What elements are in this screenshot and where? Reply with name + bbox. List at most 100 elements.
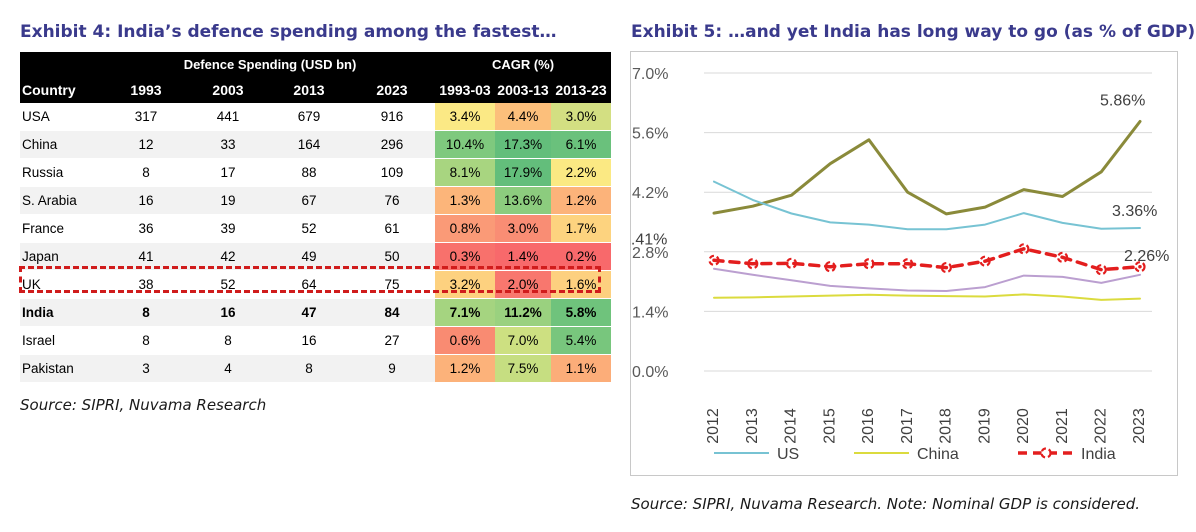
spending-cell: 39 — [220, 221, 236, 236]
cagr-cell: 6.1% — [551, 130, 612, 159]
country-cell: Russia — [22, 165, 64, 180]
spending-cell: 12 — [138, 137, 154, 152]
x-tick-label: 2019 — [976, 408, 993, 444]
spending-cell: 679 — [297, 109, 321, 124]
india-point — [747, 258, 759, 270]
x-tick-label: 2014 — [783, 408, 800, 444]
annotation-label: 2.26% — [1124, 248, 1169, 265]
table-column-header: Country 1993 2003 2013 2023 1993-03 2003… — [20, 76, 612, 103]
spending-cell: 19 — [220, 193, 236, 208]
gdp-share-line-chart: 0.0% 1.4% 2.8% 4.2% 5.6% 7.0% 2012 2013 2014 2015… — [630, 66, 1169, 463]
country-cell: UK — [22, 277, 41, 292]
spending-cell: 52 — [301, 221, 317, 236]
spending-cell: 64 — [301, 277, 317, 292]
india-point — [708, 254, 720, 266]
y-tick-label: 1.4% — [632, 304, 668, 321]
x-tick-label: 2015 — [821, 408, 838, 444]
india-point — [902, 258, 914, 270]
col-header-1993: 1993 — [105, 76, 187, 103]
table-row: Japan 41 42 49 50 0.3% 1.4% 0.2% — [20, 242, 612, 271]
spending-cell: 47 — [301, 305, 317, 320]
india-point — [940, 261, 952, 274]
cagr-cell: 1.1% — [551, 354, 612, 383]
series-line-india — [712, 247, 1142, 272]
cagr-cell: 2.2% — [551, 158, 612, 187]
spending-cell: 16 — [220, 305, 236, 320]
table-row: Russia 8 17 88 109 8.1% 17.9% 2.2% — [20, 158, 612, 187]
cagr-cell: 1.4% — [495, 242, 551, 271]
table-row: Israel 8 8 16 27 0.6% 7.0% 5.4% — [20, 326, 612, 355]
cagr-cell: 7.5% — [495, 354, 551, 383]
india-point — [1134, 261, 1146, 273]
spending-cell: 4 — [224, 361, 232, 376]
cagr-cell: 1.3% — [435, 186, 495, 215]
spending-cell: 42 — [220, 249, 236, 264]
india-point — [1095, 264, 1107, 276]
cagr-cell: 13.6% — [495, 186, 551, 215]
cagr-cell: 1.6% — [551, 270, 612, 299]
annotation-label: 3.36% — [1112, 203, 1157, 220]
spending-cell: 8 — [142, 305, 150, 320]
cagr-cell: 5.8% — [551, 298, 612, 327]
cagr-cell: 17.3% — [495, 130, 551, 159]
table-row: S. Arabia 16 19 67 76 1.3% 13.6% 1.2% — [20, 186, 612, 215]
cagr-cell: 2.0% — [495, 270, 551, 299]
cagr-cell: 0.8% — [435, 214, 495, 243]
cagr-cell: 11.2% — [495, 298, 551, 327]
y-tick-label: 4.2% — [632, 185, 668, 202]
col-header-2013: 2013 — [269, 76, 349, 103]
spending-cell: 8 — [142, 333, 150, 348]
defence-spending-table: Defence Spending (USD bn) CAGR (%) Count… — [20, 52, 612, 383]
spending-cell: 41 — [138, 249, 154, 264]
country-cell: S. Arabia — [22, 193, 77, 208]
cagr-group-header: CAGR (%) — [435, 52, 612, 76]
spending-cell: 17 — [220, 165, 236, 180]
table-row: UK 38 52 64 75 3.2% 2.0% 1.6% — [20, 270, 612, 299]
legend-label-china: China — [917, 446, 959, 463]
india-point — [979, 255, 991, 267]
x-tick-label: 2013 — [744, 408, 761, 444]
cagr-cell: 3.4% — [435, 103, 495, 131]
y-tick-label: 0.0% — [632, 364, 668, 381]
spending-cell: 16 — [138, 193, 154, 208]
cagr-cell: 3.2% — [435, 270, 495, 299]
country-cell: Pakistan — [22, 361, 74, 376]
cagr-cell: 1.7% — [551, 214, 612, 243]
table-row: India 8 16 47 84 7.1% 11.2% 5.8% — [20, 298, 612, 327]
table-row: China 12 33 164 296 10.4% 17.3% 6.1% — [20, 130, 612, 159]
cagr-cell: 1.2% — [435, 354, 495, 383]
india-point — [1056, 251, 1069, 263]
india-point — [1018, 243, 1030, 255]
country-cell: France — [22, 221, 65, 236]
legend-marker-india — [1040, 447, 1052, 459]
legend-label-us: US — [777, 446, 799, 463]
spending-cell: 49 — [301, 249, 317, 264]
spending-cell: 27 — [384, 333, 400, 348]
exhibit5-source: Source: SIPRI, Nuvama Research. Note: No… — [631, 495, 1140, 513]
spending-cell: 36 — [138, 221, 154, 236]
x-tick-label: 2020 — [1015, 408, 1032, 444]
table-row: Pakistan 3 4 8 9 1.2% 7.5% 1.1% — [20, 354, 612, 383]
spending-cell: 317 — [134, 109, 158, 124]
india-point — [863, 258, 875, 270]
spending-cell: 52 — [220, 277, 236, 292]
annotation-label: 5.86% — [1100, 93, 1145, 110]
cagr-cell: 17.9% — [495, 158, 551, 187]
col-header-2023: 2023 — [349, 76, 435, 103]
cagr-cell: 0.6% — [435, 326, 495, 355]
x-tick-label: 2021 — [1054, 408, 1071, 444]
col-header-2003: 2003 — [187, 76, 269, 103]
country-cell: Israel — [22, 333, 56, 348]
spending-cell: 84 — [384, 305, 400, 320]
x-tick-label: 2022 — [1092, 408, 1109, 444]
spending-cell: 3 — [142, 361, 150, 376]
spending-cell: 88 — [301, 165, 317, 180]
spending-cell: 75 — [384, 277, 400, 292]
cagr-cell: 4.4% — [495, 103, 551, 131]
spending-cell: 8 — [305, 361, 313, 376]
cagr-cell: 5.4% — [551, 326, 612, 355]
cagr-cell: 10.4% — [435, 130, 495, 159]
x-tick-label: 2016 — [860, 408, 877, 444]
exhibit4-source: Source: SIPRI, Nuvama Research — [20, 396, 267, 414]
spending-group-header: Defence Spending (USD bn) — [105, 52, 435, 76]
